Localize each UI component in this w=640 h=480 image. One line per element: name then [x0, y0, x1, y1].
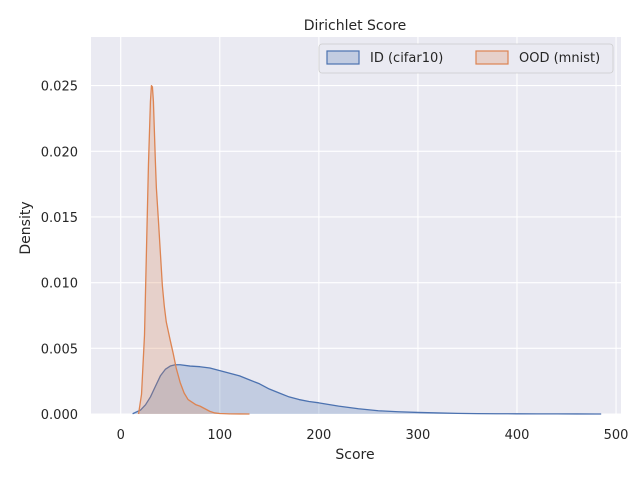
x-axis-label: Score — [335, 447, 374, 463]
series-line-1 — [137, 84, 250, 415]
series-layer — [132, 84, 602, 415]
plot-background — [91, 37, 621, 414]
tick-labels: 0 100 200 300 400 500 0.000 0.005 0.010 0.015 0.02… — [41, 80, 629, 443]
legend-swatch-id — [326, 50, 360, 65]
y-tick-label: 0.015 — [41, 211, 78, 226]
legend: ID (cifar10) OOD (mnist) — [318, 43, 614, 74]
series-area-0 — [132, 364, 602, 414]
y-tick-label: 0.005 — [41, 342, 78, 357]
grid-lines — [91, 37, 621, 415]
series-line-0 — [132, 364, 602, 415]
y-axis-label: Density — [18, 201, 34, 254]
x-tick-label: 100 — [207, 428, 232, 443]
series-area-1 — [138, 85, 250, 414]
x-tick-label: 400 — [505, 428, 530, 443]
legend-label-id: ID (cifar10) — [370, 51, 443, 66]
x-tick-label: 300 — [406, 428, 431, 443]
y-tick-label: 0.010 — [41, 277, 78, 292]
legend-label-ood: OOD (mnist) — [519, 51, 600, 66]
x-tick-label: 0 — [117, 428, 125, 443]
y-tick-label: 0.000 — [41, 408, 78, 423]
y-tick-label: 0.025 — [41, 80, 78, 95]
legend-frame — [318, 43, 614, 74]
chart-title: Dirichlet Score — [304, 18, 407, 34]
y-tick-label: 0.020 — [41, 145, 78, 160]
legend-swatch-ood — [475, 50, 509, 65]
x-tick-label: 200 — [306, 428, 331, 443]
x-tick-label: 500 — [604, 428, 629, 443]
